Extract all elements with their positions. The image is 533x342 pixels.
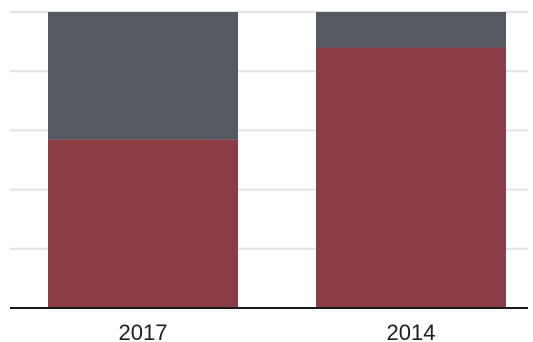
bar-2014-segment-1 bbox=[316, 47, 506, 309]
bars bbox=[48, 12, 506, 309]
bar-2017-segment-1 bbox=[48, 139, 238, 308]
bar-2017-segment-2 bbox=[48, 12, 238, 140]
x-tick-label-2014: 2014 bbox=[387, 320, 436, 342]
x-tick-label-2017: 2017 bbox=[119, 320, 168, 342]
x-tick-labels: 2017 2014 bbox=[119, 320, 436, 342]
bar-2014-segment-2 bbox=[316, 12, 506, 48]
